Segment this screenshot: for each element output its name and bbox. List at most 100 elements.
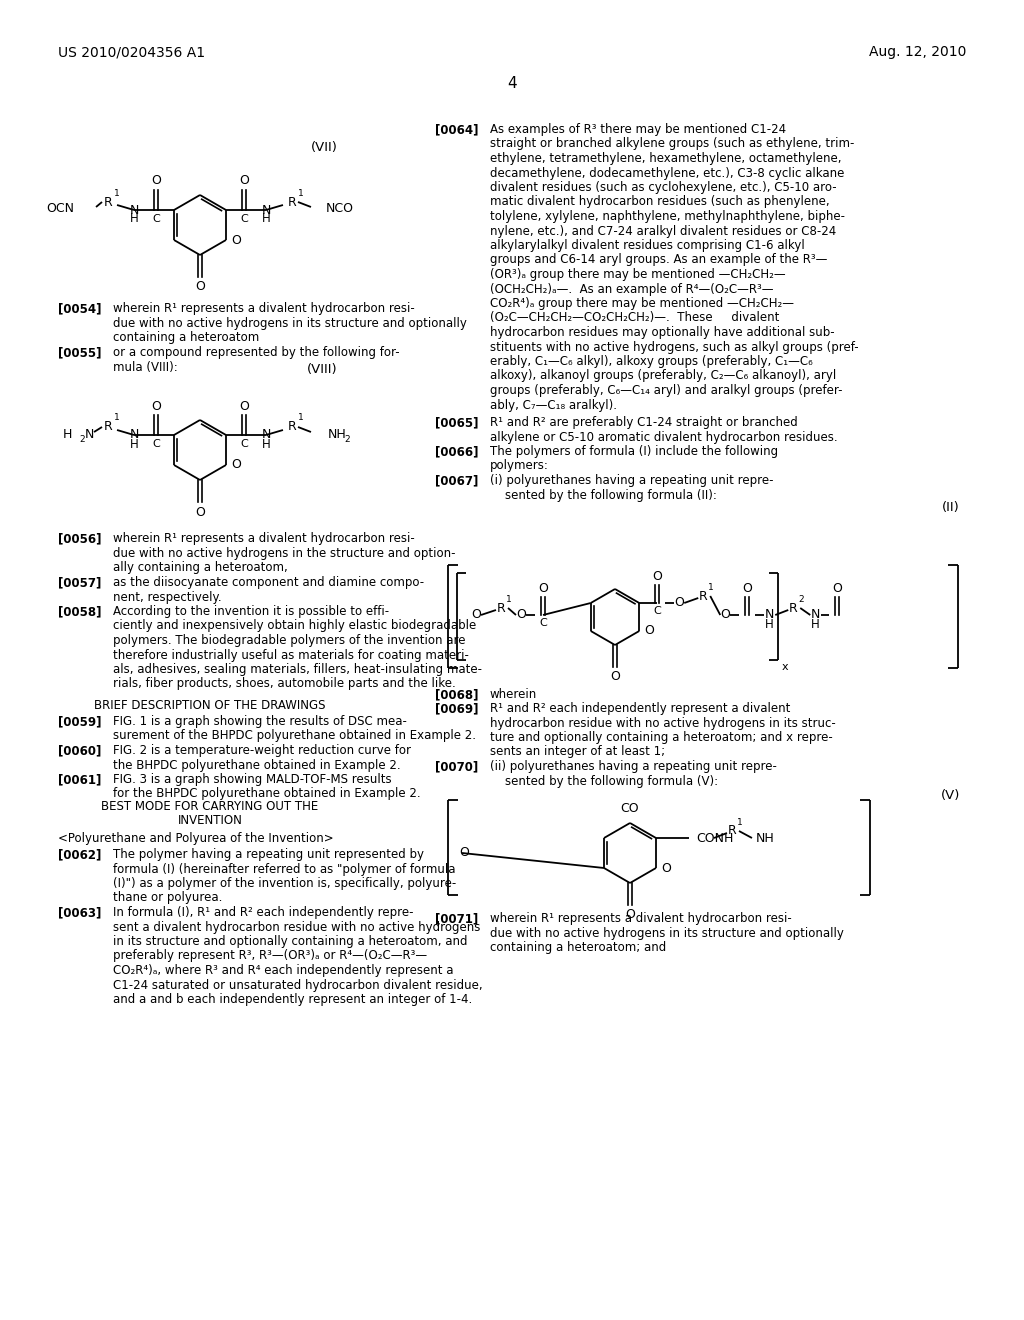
Text: R¹ and R² are preferably C1-24 straight or branched: R¹ and R² are preferably C1-24 straight … xyxy=(490,416,798,429)
Text: decamethylene, dodecamethylene, etc.), C3-8 cyclic alkane: decamethylene, dodecamethylene, etc.), C… xyxy=(490,166,845,180)
Text: [0067]: [0067] xyxy=(435,474,478,487)
Text: O: O xyxy=(538,582,548,594)
Text: due with no active hydrogens in its structure and optionally: due with no active hydrogens in its stru… xyxy=(490,927,844,940)
Text: FIG. 2 is a temperature-weight reduction curve for: FIG. 2 is a temperature-weight reduction… xyxy=(113,744,411,756)
Text: N: N xyxy=(811,609,820,622)
Text: N: N xyxy=(261,203,270,216)
Text: containing a heteroatom: containing a heteroatom xyxy=(113,331,259,345)
Text: C: C xyxy=(653,606,662,616)
Text: O: O xyxy=(152,400,161,412)
Text: H: H xyxy=(261,437,270,450)
Text: H: H xyxy=(130,213,138,226)
Text: (OCH₂CH₂)ₐ—.  As an example of R⁴—(O₂C—R³—: (OCH₂CH₂)ₐ—. As an example of R⁴—(O₂C—R³… xyxy=(490,282,773,296)
Text: erably, C₁—C₆ alkyl), alkoxy groups (preferably, C₁—C₆: erably, C₁—C₆ alkyl), alkoxy groups (pre… xyxy=(490,355,813,368)
Text: US 2010/0204356 A1: US 2010/0204356 A1 xyxy=(58,45,205,59)
Text: [0060]: [0060] xyxy=(58,744,101,756)
Text: [0062]: [0062] xyxy=(58,847,101,861)
Text: NH: NH xyxy=(756,832,775,845)
Text: O: O xyxy=(195,281,205,293)
Text: (ii) polyurethanes having a repeating unit repre-: (ii) polyurethanes having a repeating un… xyxy=(490,760,777,774)
Text: (I)") as a polymer of the invention is, specifically, polyure-: (I)") as a polymer of the invention is, … xyxy=(113,876,457,890)
Text: alkoxy), alkanoyl groups (preferably, C₂—C₆ alkanoyl), aryl: alkoxy), alkanoyl groups (preferably, C₂… xyxy=(490,370,837,383)
Text: ciently and inexpensively obtain highly elastic biodegradable: ciently and inexpensively obtain highly … xyxy=(113,619,476,632)
Text: R: R xyxy=(788,602,798,615)
Text: [0054]: [0054] xyxy=(58,302,101,315)
Text: INVENTION: INVENTION xyxy=(177,814,243,828)
Text: sented by the following formula (II):: sented by the following formula (II): xyxy=(490,488,717,502)
Text: O: O xyxy=(239,400,249,412)
Text: in its structure and optionally containing a heteroatom, and: in its structure and optionally containi… xyxy=(113,935,468,948)
Text: R¹ and R² each independently represent a divalent: R¹ and R² each independently represent a… xyxy=(490,702,791,715)
Text: sent a divalent hydrocarbon residue with no active hydrogens: sent a divalent hydrocarbon residue with… xyxy=(113,920,480,933)
Text: O: O xyxy=(720,609,730,622)
Text: polymers:: polymers: xyxy=(490,459,549,473)
Text: groups and C6-14 aryl groups. As an example of the R³—: groups and C6-14 aryl groups. As an exam… xyxy=(490,253,827,267)
Text: CO₂R⁴)ₐ, where R³ and R⁴ each independently represent a: CO₂R⁴)ₐ, where R³ and R⁴ each independen… xyxy=(113,964,454,977)
Text: tolylene, xylylene, naphthylene, methylnaphthylene, biphe-: tolylene, xylylene, naphthylene, methyln… xyxy=(490,210,845,223)
Text: In formula (I), R¹ and R² each independently repre-: In formula (I), R¹ and R² each independe… xyxy=(113,906,414,919)
Text: wherein R¹ represents a divalent hydrocarbon resi-: wherein R¹ represents a divalent hydroca… xyxy=(490,912,792,925)
Text: als, adhesives, sealing materials, fillers, heat-insulating mate-: als, adhesives, sealing materials, fille… xyxy=(113,663,482,676)
Text: thane or polyurea.: thane or polyurea. xyxy=(113,891,222,904)
Text: O: O xyxy=(239,174,249,187)
Text: surement of the BHPDC polyurethane obtained in Example 2.: surement of the BHPDC polyurethane obtai… xyxy=(113,730,476,742)
Text: C: C xyxy=(240,440,248,449)
Text: wherein R¹ represents a divalent hydrocarbon resi-: wherein R¹ represents a divalent hydroca… xyxy=(113,302,415,315)
Text: 1: 1 xyxy=(114,189,119,198)
Text: FIG. 3 is a graph showing MALD-TOF-MS results: FIG. 3 is a graph showing MALD-TOF-MS re… xyxy=(113,774,391,785)
Text: CO: CO xyxy=(621,801,639,814)
Text: 2: 2 xyxy=(344,436,349,444)
Text: R: R xyxy=(497,602,506,615)
Text: [0058]: [0058] xyxy=(58,605,101,618)
Text: ally containing a heteroatom,: ally containing a heteroatom, xyxy=(113,561,288,574)
Text: R: R xyxy=(288,421,296,433)
Text: N: N xyxy=(765,609,774,622)
Text: [0061]: [0061] xyxy=(58,774,101,785)
Text: nylene, etc.), and C7-24 aralkyl divalent residues or C8-24: nylene, etc.), and C7-24 aralkyl divalen… xyxy=(490,224,837,238)
Text: x: x xyxy=(782,663,788,672)
Text: BRIEF DESCRIPTION OF THE DRAWINGS: BRIEF DESCRIPTION OF THE DRAWINGS xyxy=(94,700,326,711)
Text: O: O xyxy=(644,624,654,638)
Text: divalent residues (such as cyclohexylene, etc.), C5-10 aro-: divalent residues (such as cyclohexylene… xyxy=(490,181,837,194)
Text: ably, C₇—C₁₈ aralkyl).: ably, C₇—C₁₈ aralkyl). xyxy=(490,399,617,412)
Text: 2: 2 xyxy=(80,436,85,444)
Text: ture and optionally containing a heteroatom; and x repre-: ture and optionally containing a heteroa… xyxy=(490,731,833,744)
Text: ethylene, tetramethylene, hexamethylene, octamethylene,: ethylene, tetramethylene, hexamethylene,… xyxy=(490,152,842,165)
Text: due with no active hydrogens in its structure and optionally: due with no active hydrogens in its stru… xyxy=(113,317,467,330)
Text: (O₂C—CH₂CH₂—CO₂CH₂CH₂)—.  These     divalent: (O₂C—CH₂CH₂—CO₂CH₂CH₂)—. These divalent xyxy=(490,312,779,325)
Text: 1: 1 xyxy=(737,818,742,828)
Text: O: O xyxy=(471,609,481,622)
Text: CO₂R⁴)ₐ group there may be mentioned —CH₂CH₂—: CO₂R⁴)ₐ group there may be mentioned —CH… xyxy=(490,297,794,310)
Text: alkylene or C5-10 aromatic divalent hydrocarbon residues.: alkylene or C5-10 aromatic divalent hydr… xyxy=(490,430,838,444)
Text: BEST MODE FOR CARRYING OUT THE: BEST MODE FOR CARRYING OUT THE xyxy=(101,800,318,813)
Text: 1: 1 xyxy=(506,595,512,605)
Text: N: N xyxy=(129,203,138,216)
Text: Aug. 12, 2010: Aug. 12, 2010 xyxy=(868,45,966,59)
Text: C1-24 saturated or unsaturated hydrocarbon divalent residue,: C1-24 saturated or unsaturated hydrocarb… xyxy=(113,978,482,991)
Text: (OR³)ₐ group there may be mentioned —CH₂CH₂—: (OR³)ₐ group there may be mentioned —CH₂… xyxy=(490,268,785,281)
Text: H: H xyxy=(765,618,773,631)
Text: OCN: OCN xyxy=(46,202,74,215)
Text: 1: 1 xyxy=(709,583,714,591)
Text: C: C xyxy=(153,440,160,449)
Text: C: C xyxy=(153,214,160,224)
Text: therefore industrially useful as materials for coating materi-: therefore industrially useful as materia… xyxy=(113,648,469,661)
Text: preferably represent R³, R³—(OR³)ₐ or R⁴—(O₂C—R³—: preferably represent R³, R³—(OR³)ₐ or R⁴… xyxy=(113,949,427,962)
Text: 1: 1 xyxy=(298,189,303,198)
Text: O: O xyxy=(625,908,635,921)
Text: O: O xyxy=(610,671,620,684)
Text: R: R xyxy=(103,195,113,209)
Text: O: O xyxy=(833,582,842,594)
Text: [0056]: [0056] xyxy=(58,532,101,545)
Text: The polymers of formula (I) include the following: The polymers of formula (I) include the … xyxy=(490,445,778,458)
Text: wherein R¹ represents a divalent hydrocarbon resi-: wherein R¹ represents a divalent hydroca… xyxy=(113,532,415,545)
Text: [0066]: [0066] xyxy=(435,445,478,458)
Text: As examples of R³ there may be mentioned C1-24: As examples of R³ there may be mentioned… xyxy=(490,123,786,136)
Text: C: C xyxy=(240,214,248,224)
Text: H: H xyxy=(130,437,138,450)
Text: alkylarylalkyl divalent residues comprising C1-6 alkyl: alkylarylalkyl divalent residues compris… xyxy=(490,239,805,252)
Text: R: R xyxy=(288,195,296,209)
Text: formula (I) (hereinafter referred to as "polymer of formula: formula (I) (hereinafter referred to as … xyxy=(113,862,456,875)
Text: [0068]: [0068] xyxy=(435,688,478,701)
Text: for the BHPDC polyurethane obtained in Example 2.: for the BHPDC polyurethane obtained in E… xyxy=(113,788,421,800)
